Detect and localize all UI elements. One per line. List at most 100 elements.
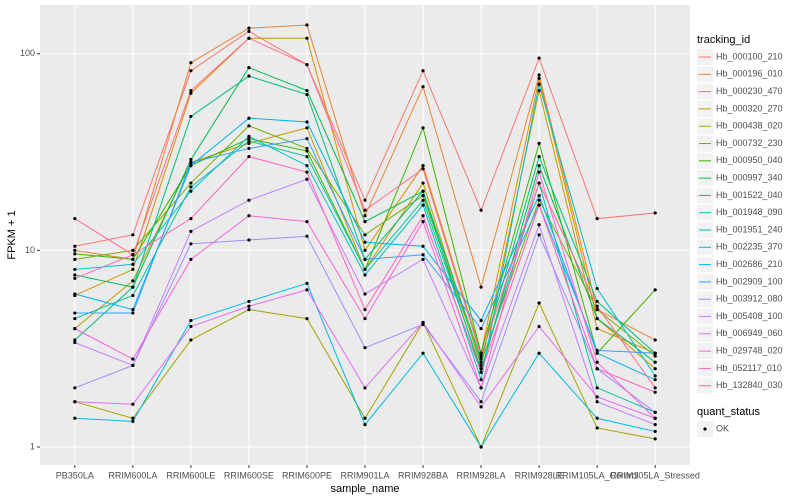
data-point — [305, 316, 309, 321]
data-point — [537, 141, 541, 146]
data-point — [189, 185, 193, 189]
data-point — [479, 378, 483, 382]
data-point — [421, 203, 425, 207]
data-point — [479, 354, 483, 358]
data-point — [131, 416, 135, 420]
data-point — [189, 69, 193, 73]
data-point — [595, 299, 599, 304]
data-point — [363, 257, 367, 261]
data-point — [131, 248, 135, 252]
data-point — [247, 124, 251, 128]
data-point — [189, 229, 193, 233]
data-point — [653, 288, 657, 292]
data-point — [131, 363, 135, 368]
data-point — [247, 26, 251, 30]
data-point — [247, 29, 251, 33]
data-point — [73, 386, 77, 390]
data-point — [653, 386, 657, 390]
legend-label: Hb_002909_100 — [716, 276, 783, 286]
y-tick-label: 1 — [30, 441, 35, 451]
data-point — [73, 273, 77, 277]
data-point — [653, 367, 657, 371]
legend-label: Hb_001951_240 — [716, 224, 783, 234]
data-point — [73, 316, 77, 321]
data-point — [131, 233, 135, 237]
data-point — [189, 324, 193, 329]
data-point — [595, 416, 599, 420]
data-point — [247, 238, 251, 242]
x-tick-label: RRIM105LA_Stressed — [610, 470, 700, 480]
data-point — [421, 257, 425, 261]
legend-label: Hb_000997_340 — [716, 172, 783, 182]
data-point — [653, 429, 657, 434]
data-point — [131, 267, 135, 272]
data-point — [363, 386, 367, 390]
data-point — [421, 189, 425, 193]
x-tick-label: RRIM928LA — [457, 470, 506, 480]
data-point — [131, 311, 135, 315]
data-point — [595, 400, 599, 404]
data-point — [73, 340, 77, 345]
data-point — [73, 416, 77, 420]
legend-label: Hb_029748_020 — [716, 345, 783, 355]
data-point — [479, 445, 483, 449]
legend-label: Hb_006949_060 — [716, 328, 783, 338]
data-point — [189, 318, 193, 323]
data-point — [537, 233, 541, 237]
legend-title: tracking_id — [697, 34, 750, 46]
x-tick-label: RRIM901LA — [340, 470, 389, 480]
legend-label: Hb_003912_080 — [716, 294, 783, 304]
data-point — [73, 248, 77, 252]
data-point — [363, 273, 367, 277]
data-point — [247, 214, 251, 218]
data-point — [537, 351, 541, 355]
data-point — [247, 139, 251, 143]
data-point — [421, 351, 425, 355]
data-point — [653, 211, 657, 215]
legend-label: Hb_002686_210 — [716, 259, 783, 269]
data-point — [73, 252, 77, 256]
data-point — [247, 198, 251, 202]
data-point — [305, 170, 309, 174]
data-point — [73, 311, 77, 315]
legend-label: Hb_001522_040 — [716, 190, 783, 200]
legend-label: Hb_000320_270 — [716, 103, 783, 113]
data-point — [595, 304, 599, 308]
data-point — [421, 214, 425, 218]
data-point — [595, 316, 599, 321]
data-point — [363, 220, 367, 224]
data-point — [537, 203, 541, 207]
data-point — [73, 217, 77, 221]
data-point — [363, 240, 367, 244]
data-point — [595, 348, 599, 352]
data-point — [653, 390, 657, 394]
data-point — [305, 146, 309, 151]
legend-label: Hb_000950_040 — [716, 155, 783, 165]
data-point — [247, 137, 251, 141]
data-point — [131, 307, 135, 312]
data-point — [73, 338, 77, 342]
data-point — [537, 193, 541, 198]
legend-label: Hb_132840_030 — [716, 380, 783, 390]
data-point — [421, 244, 425, 248]
data-point — [247, 146, 251, 151]
data-point — [73, 292, 77, 296]
data-point — [537, 56, 541, 60]
data-point — [305, 23, 309, 27]
data-point — [131, 402, 135, 406]
data-point — [189, 88, 193, 93]
data-point — [305, 88, 309, 93]
data-point — [479, 370, 483, 374]
data-point — [363, 346, 367, 350]
data-point — [363, 214, 367, 218]
data-point — [131, 262, 135, 266]
data-point — [595, 367, 599, 371]
legend-label: OK — [716, 423, 729, 433]
data-point — [479, 405, 483, 409]
data-point — [653, 360, 657, 364]
data-point — [363, 307, 367, 312]
data-point — [421, 126, 425, 130]
data-point — [189, 217, 193, 221]
legend-label: Hb_000196_010 — [716, 69, 783, 79]
